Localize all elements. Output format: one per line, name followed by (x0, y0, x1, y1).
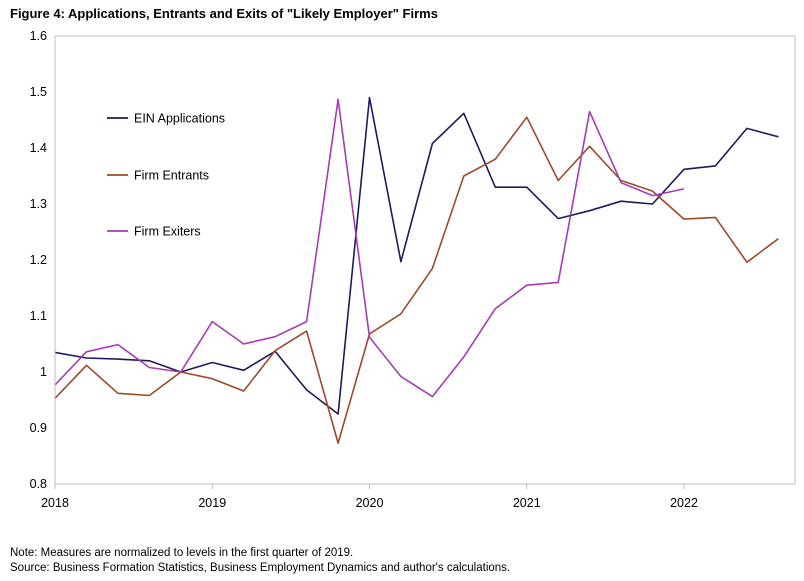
y-tick-label: 1.6 (30, 29, 47, 43)
plot-area (54, 35, 796, 485)
y-tick-label: 1.3 (30, 197, 47, 211)
legend: EIN Applications Firm Entrants Firm Exiter… (107, 112, 225, 239)
x-tick-label: 2022 (670, 496, 698, 510)
x-axis: 2018 2019 2020 2021 2022 (41, 484, 698, 510)
legend-label: Firm Entrants (134, 169, 209, 183)
y-tick-label: 1.1 (30, 309, 47, 323)
chart-title: Figure 4: Applications, Entrants and Exi… (10, 6, 438, 21)
series-line-firm-entrants (54, 116, 779, 444)
y-tick-label: 0.9 (30, 421, 47, 435)
x-tick-label: 2021 (513, 496, 541, 510)
y-tick-label: 1.4 (30, 141, 47, 155)
x-tick-label: 2019 (198, 496, 226, 510)
y-tick-label: 1.2 (30, 253, 47, 267)
y-axis: 0.8 0.9 1 1.1 1.2 1.3 1.4 1.5 1.6 (30, 29, 47, 491)
y-tick-label: 1.5 (30, 85, 47, 99)
chart-source: Source: Business Formation Statistics, B… (10, 562, 511, 574)
series-line-firm-exiters (54, 98, 685, 398)
legend-label: EIN Applications (134, 112, 225, 126)
x-tick-label: 2018 (41, 496, 69, 510)
legend-label: Firm Exiters (134, 225, 201, 239)
series-lines (54, 96, 779, 444)
y-tick-label: 1 (40, 365, 47, 379)
series-line-ein-applications (54, 96, 779, 415)
chart-note: Note: Measures are normalized to levels … (10, 547, 354, 559)
x-tick-label: 2020 (356, 496, 384, 510)
y-tick-label: 0.8 (30, 477, 47, 491)
